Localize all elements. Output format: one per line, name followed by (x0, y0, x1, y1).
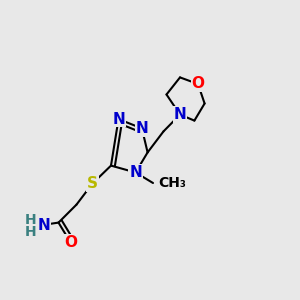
Text: O: O (191, 76, 205, 92)
Text: N: N (38, 218, 50, 233)
Text: N: N (129, 165, 142, 180)
Text: N: N (174, 107, 186, 122)
Text: N: N (112, 112, 125, 127)
Text: CH₃: CH₃ (158, 176, 186, 190)
Text: H: H (25, 225, 37, 238)
Text: N: N (136, 121, 148, 136)
Text: H: H (25, 213, 37, 226)
Text: O: O (64, 235, 77, 250)
Text: S: S (87, 176, 98, 191)
